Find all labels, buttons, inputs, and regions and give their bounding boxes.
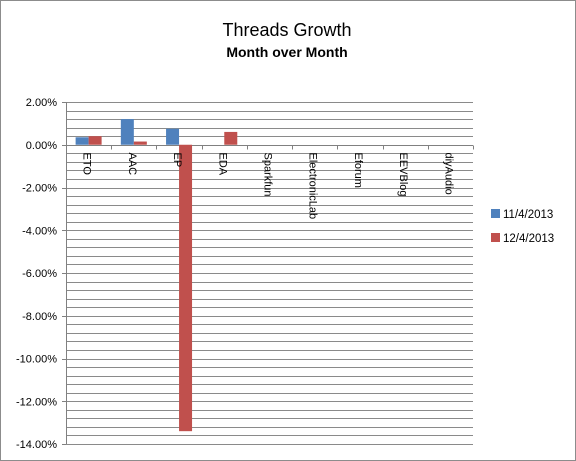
bar <box>179 144 193 432</box>
legend-label: 12/4/2013 <box>503 233 554 245</box>
y-tick-label: -8.00% <box>22 311 57 323</box>
category-label: Eforum <box>352 153 364 188</box>
y-tick-label: 2.00% <box>26 97 57 109</box>
category-label: EEVBlog <box>397 153 409 197</box>
bar <box>166 128 180 145</box>
category-label: AAC <box>126 153 138 176</box>
chart-title: Threads Growth <box>222 20 352 40</box>
category-label: ElectronicLab <box>307 153 319 220</box>
y-tick-label: -14.00% <box>16 439 57 451</box>
chart-subtitle: Month over Month <box>226 44 348 60</box>
legend-swatch <box>491 233 500 242</box>
category-label: ETO <box>81 153 93 176</box>
category-label: Sparkfun <box>262 153 274 197</box>
category-label: EP <box>171 153 183 168</box>
y-tick-label: 0.00% <box>26 140 57 152</box>
labels: 2.00% 0.00% -2.00% -4.00% -6.00% -8.00% -10.00… <box>16 97 454 451</box>
y-tick-label: -4.00% <box>22 225 57 237</box>
legend: 11/4/2013 12/4/2013 <box>491 209 554 245</box>
legend-swatch <box>491 209 500 218</box>
legend-label: 11/4/2013 <box>503 209 553 221</box>
bar <box>224 131 238 145</box>
bar <box>75 137 89 145</box>
bar <box>120 119 134 145</box>
category-label: diyAudio <box>442 153 454 195</box>
bar <box>133 141 147 145</box>
bars <box>75 119 238 432</box>
axes <box>62 102 474 445</box>
y-tick-label: -10.00% <box>16 354 57 366</box>
y-tick-label: -12.00% <box>16 396 57 408</box>
category-label: EDA <box>216 153 228 176</box>
bar <box>88 136 102 145</box>
y-tick-label: -2.00% <box>22 183 57 195</box>
y-tick-label: -6.00% <box>22 268 57 280</box>
